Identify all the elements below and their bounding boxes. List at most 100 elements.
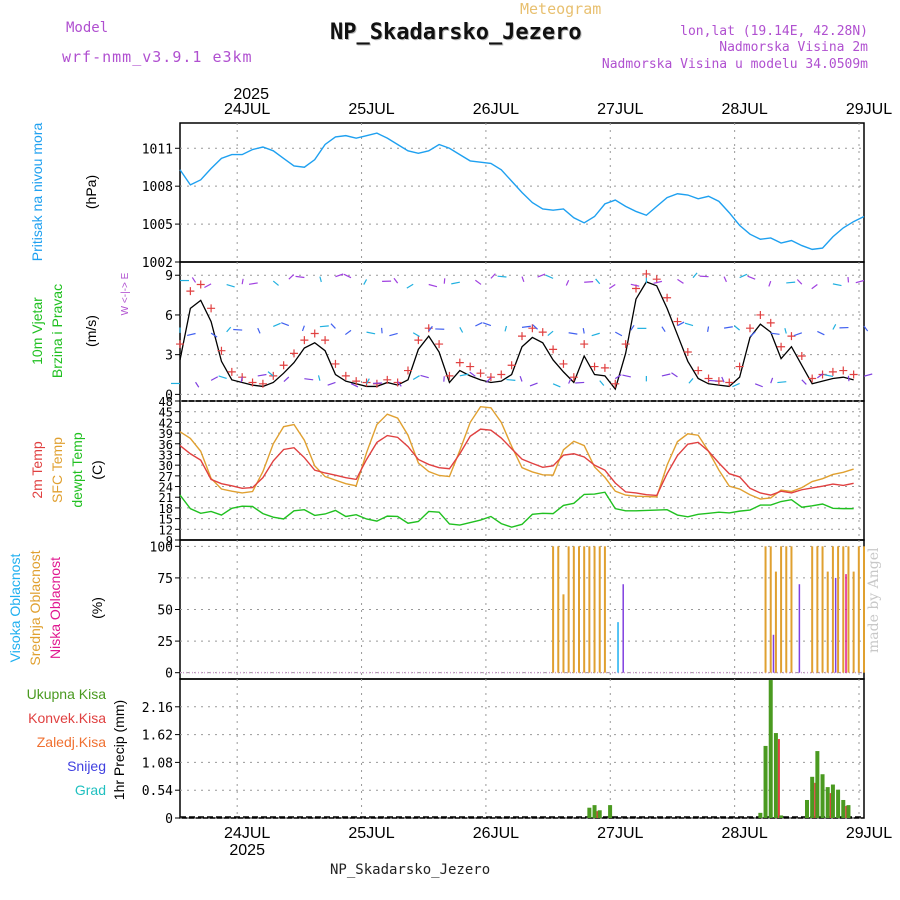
wind-direction-arrow <box>537 273 546 278</box>
wind-direction-arrow <box>301 325 305 332</box>
precip-bar <box>841 799 846 818</box>
wind-direction-arrow <box>273 322 281 328</box>
mid-cloud-bar <box>811 546 814 673</box>
ytick-label-temperature: 30 <box>159 459 173 473</box>
wind-direction-arrow <box>240 376 243 383</box>
ytick-label-precipitation: 1.62 <box>142 729 173 744</box>
wind-direction-arrow <box>754 383 763 388</box>
wind-direction-arrow <box>327 381 336 386</box>
wind-direction-arrow <box>393 277 399 284</box>
wind-direction-arrow <box>671 372 678 378</box>
precip-conv-bar <box>829 793 832 818</box>
footer-station-name: NP_Skadarsko_Jezero <box>330 862 491 878</box>
wind-direction-arrow <box>747 275 756 280</box>
mid-cloud-bar <box>769 546 772 673</box>
model-value: wrf-nmm_v3.9.1 e3km <box>62 48 253 66</box>
cloud-bar <box>834 577 837 673</box>
wind-gust-mark <box>176 340 184 349</box>
top-year-label: 2025 <box>233 86 269 103</box>
precip-bar <box>846 805 851 818</box>
wind-gust-mark <box>497 370 506 379</box>
wind-direction-arrow <box>412 375 420 381</box>
wind-direction-arrow <box>288 274 295 280</box>
ytick-label-temperature: 48 <box>159 395 173 409</box>
wind-gust-mark <box>808 374 817 383</box>
wind-direction-arrow <box>770 332 780 335</box>
wind-direction-arrow <box>653 280 663 284</box>
wind-direction-arrow <box>565 280 570 286</box>
wind-gust-mark <box>746 324 754 333</box>
cloud-bar <box>798 584 801 673</box>
mid-cloud-bar <box>567 546 570 673</box>
wind-gust-mark <box>435 340 444 349</box>
wind-gust-mark <box>797 351 806 360</box>
wind-gust-mark <box>486 373 495 382</box>
wind-direction-arrow <box>366 378 370 385</box>
wind-direction-arrow <box>281 322 290 327</box>
wind-direction-arrow <box>412 332 420 338</box>
wind-direction-arrow <box>614 331 623 337</box>
wind-gust-mark <box>341 371 350 380</box>
wind-gust-mark <box>476 369 485 378</box>
ytick-label-temperature: 21 <box>159 491 173 505</box>
wind-direction-arrow <box>482 322 492 327</box>
precip-bar <box>815 751 820 818</box>
wind-direction-arrow <box>707 326 710 332</box>
wind-direction-arrow <box>187 332 196 337</box>
mid-cloud-bar <box>847 546 850 673</box>
wind-direction-arrow <box>608 283 616 290</box>
wind-direction-arrow <box>855 279 865 284</box>
ylabel-mid-cloud: Srednja Oblacnost <box>27 550 43 665</box>
ytick-label-temperature: 15 <box>159 513 173 527</box>
ytick-label-temperature: 39 <box>159 427 173 441</box>
panel-frame-precipitation <box>179 678 865 819</box>
wind-gust-mark <box>196 280 205 289</box>
precip-legend-item: Snijeg <box>67 758 106 774</box>
wind-direction-arrow <box>428 325 433 332</box>
wind-direction-arrow <box>521 325 531 328</box>
wind-direction-arrow <box>768 280 772 287</box>
wind-gust-mark <box>683 348 692 357</box>
pressure-line <box>179 132 865 251</box>
wind-direction-arrow <box>497 275 507 278</box>
bottom-date-label: 25JUL <box>348 825 394 842</box>
wind-gust-mark <box>735 362 744 371</box>
ytick-label-temperature: 24 <box>159 481 173 495</box>
wind-direction-arrow <box>684 322 694 327</box>
precip-bar <box>810 776 815 818</box>
wind-direction-arrow <box>459 373 469 377</box>
wind-gust-mark <box>207 304 216 313</box>
model-altitude: Nadmorska Visina u modelu 34.0509m <box>601 57 868 72</box>
wind-direction-arrow <box>319 276 322 283</box>
wind-gust-mark <box>186 287 195 296</box>
wind-direction-arrow <box>721 376 725 383</box>
ylabel-cloud-unit: (%) <box>89 597 105 619</box>
wind-gust-mark <box>569 373 578 382</box>
mid-cloud-bar <box>562 594 565 673</box>
precip-bar <box>763 745 768 818</box>
wind-direction-arrow <box>529 382 538 387</box>
wind-direction-arrow <box>801 379 807 385</box>
ylabel-low-cloud: Niska Oblacnost <box>47 557 63 659</box>
wind-gust-mark <box>310 329 319 338</box>
wind-direction-arrow <box>661 373 671 377</box>
ytick-label-temperature: 27 <box>159 470 173 484</box>
ytick-label-cloud_cover: 25 <box>157 635 173 650</box>
location-coordinates: lon,lat (19.14E, 42.28N) <box>680 24 868 39</box>
wind-direction-arrow <box>343 273 352 279</box>
wind-gust-mark <box>290 349 298 358</box>
wind-gust-mark <box>248 378 257 387</box>
wind-direction-arrow <box>777 381 787 384</box>
mid-cloud-bar <box>593 546 596 673</box>
wind-direction-arrow <box>191 277 197 283</box>
wind-direction-arrow <box>283 376 290 382</box>
cloud-bar <box>617 622 619 673</box>
ytick-label-wind: 3 <box>165 349 173 364</box>
wind-direction-arrow <box>506 378 516 381</box>
wind-gust-mark <box>600 363 609 372</box>
wind-direction-arrow <box>817 373 824 379</box>
ylabel-wind-2: Brzina i Pravac <box>49 284 65 378</box>
wind-direction-arrow <box>475 279 482 285</box>
mid-cloud-bar <box>790 546 793 673</box>
temp2m-line <box>179 428 854 497</box>
